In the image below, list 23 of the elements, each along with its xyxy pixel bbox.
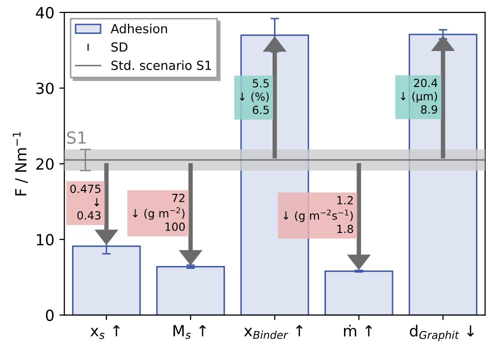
band-label: S1 xyxy=(67,131,86,144)
y-tick-label: 0 xyxy=(46,310,54,322)
legend-label: Std. scenario S1 xyxy=(111,60,211,70)
x-tick-label: d$_{Graphit}$ ↓ xyxy=(410,324,474,342)
x-tick-label: x$_{Binder}$ ↑ xyxy=(244,325,303,339)
annotation: 72 ↓ (g m$^{−2}$) 100 xyxy=(132,194,185,231)
annotation: 0.475 ↓ 0.43 xyxy=(70,184,100,220)
y-tick-label: 40 xyxy=(36,6,54,18)
annotation: SD xyxy=(111,42,128,52)
bar xyxy=(72,246,141,316)
bar xyxy=(324,270,394,316)
y-axis-title: F / Nm$^{−1}$ xyxy=(12,132,28,196)
y-tick-label: 30 xyxy=(36,82,54,94)
text: 1.2 ↓ (g m$^{−2}$s$^{−1}$) 1.8 xyxy=(284,196,354,234)
y-tick-label: 10 xyxy=(36,234,54,246)
legend-label: Adhesion xyxy=(110,24,167,34)
bar xyxy=(156,266,225,316)
y-tick-label: 20 xyxy=(36,158,54,170)
x-tick-label: M$_{s}$ ↑ xyxy=(174,325,206,339)
annotation: 5.5 ↓ (%) 6.5 xyxy=(240,79,269,114)
annotation: 20.4 ↓ (µm) 8.9 xyxy=(400,78,438,114)
x-tick-label: ṁ ↑ xyxy=(344,324,372,336)
x-tick-label: x$_{s}$ ↑ xyxy=(90,325,120,339)
